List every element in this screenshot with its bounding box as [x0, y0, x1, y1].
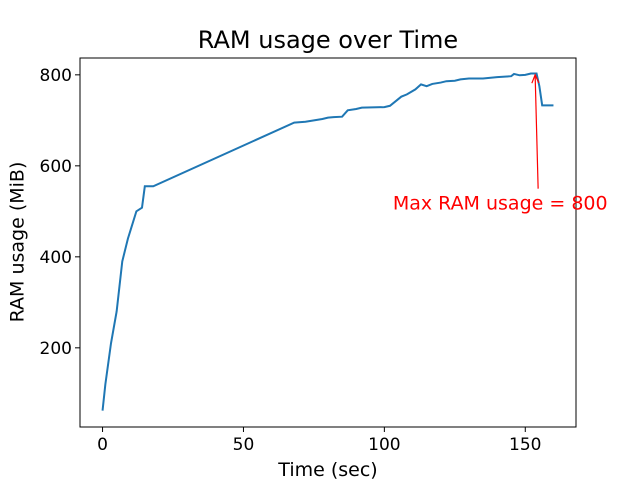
annotation-arrowhead	[531, 73, 540, 84]
y-axis-label: RAM usage (MiB)	[7, 162, 29, 323]
data-line	[101, 72, 554, 411]
x-tick-label: 0	[97, 435, 108, 455]
x-tick-label: 100	[368, 435, 400, 455]
annotation-arrow	[534, 74, 539, 189]
x-tick-label: 50	[233, 435, 255, 455]
x-tick-label: 150	[509, 435, 541, 455]
x-axis-label: Time (sec)	[277, 459, 377, 480]
y-tick-label: 800	[40, 66, 72, 86]
annotation-text: Max RAM usage = 800	[393, 193, 608, 215]
chart-title: RAM usage over Time	[198, 26, 458, 54]
axes-frame	[79, 57, 577, 428]
y-tick-label: 200	[40, 339, 72, 359]
y-tick-label: 400	[40, 248, 72, 268]
y-tick-label: 600	[40, 157, 72, 177]
